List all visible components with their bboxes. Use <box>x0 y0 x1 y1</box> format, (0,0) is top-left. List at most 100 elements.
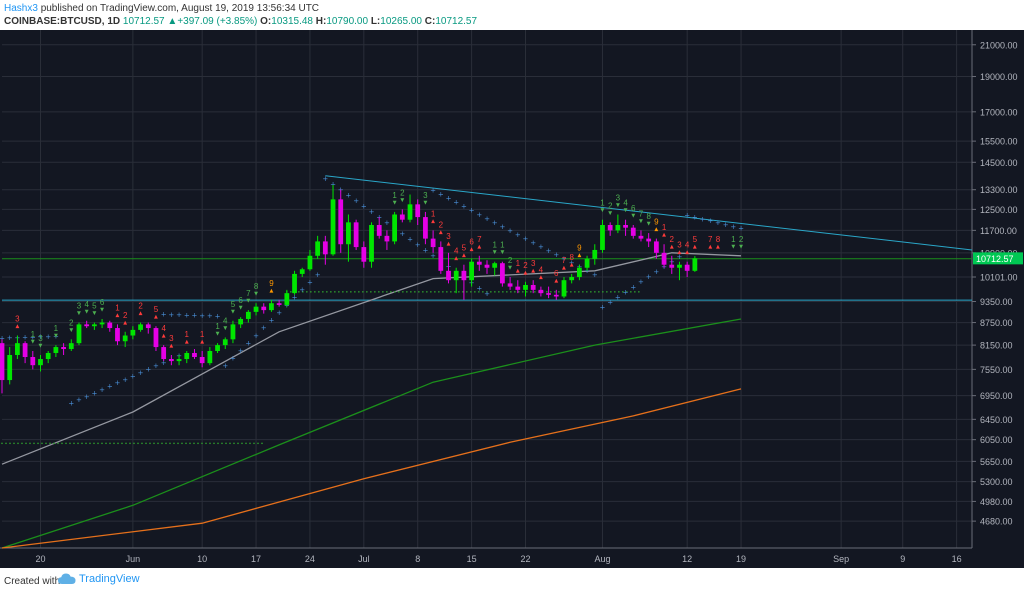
candle-body[interactable] <box>222 339 228 346</box>
candle-body[interactable] <box>353 222 359 248</box>
candle-body[interactable] <box>15 343 20 355</box>
candle-body[interactable] <box>361 247 367 262</box>
candle-body[interactable] <box>53 347 59 353</box>
candle-body[interactable] <box>492 263 498 268</box>
candle-body[interactable] <box>168 359 174 362</box>
candle-body[interactable] <box>600 224 605 250</box>
candle-body[interactable] <box>161 347 167 360</box>
candle-body[interactable] <box>238 318 244 325</box>
candle-body[interactable] <box>176 359 182 362</box>
candle-body[interactable] <box>7 354 13 381</box>
candle-body[interactable] <box>369 224 374 262</box>
candle-body[interactable] <box>538 289 544 294</box>
candle-body[interactable] <box>576 267 582 278</box>
candle-body[interactable] <box>30 357 36 366</box>
candle-body[interactable] <box>122 335 128 342</box>
candle-body[interactable] <box>130 329 136 336</box>
candle-body[interactable] <box>461 270 467 281</box>
tradingview-logo[interactable]: TradingView <box>58 573 140 585</box>
candle-body[interactable] <box>292 273 297 294</box>
candle-body[interactable] <box>430 238 436 248</box>
candle-body[interactable] <box>91 324 97 327</box>
candle-body[interactable] <box>469 261 474 281</box>
candle-body[interactable] <box>207 351 213 364</box>
candle-body[interactable] <box>561 280 567 297</box>
candle-body[interactable] <box>307 255 313 270</box>
candle-body[interactable] <box>315 241 321 256</box>
candle-body[interactable] <box>653 241 659 253</box>
dotted-level-point <box>197 442 199 445</box>
candle-body[interactable] <box>399 214 405 220</box>
candle-body[interactable] <box>615 224 621 231</box>
candle-body[interactable] <box>322 241 328 255</box>
candle-body[interactable] <box>276 303 282 305</box>
candle-body[interactable] <box>384 235 390 242</box>
candle-body[interactable] <box>338 199 344 245</box>
candle-body[interactable] <box>553 294 559 297</box>
candle-body[interactable] <box>607 224 613 231</box>
candle-body[interactable] <box>530 284 536 290</box>
candle-body[interactable] <box>215 345 220 352</box>
candle-body[interactable] <box>623 224 628 228</box>
candle-body[interactable] <box>453 270 459 281</box>
candle-body[interactable] <box>669 264 675 268</box>
candle-body[interactable] <box>153 328 159 348</box>
candle-body[interactable] <box>546 293 551 295</box>
candle-body[interactable] <box>84 324 90 327</box>
candle-body[interactable] <box>115 328 120 342</box>
candle-body[interactable] <box>584 258 590 268</box>
psar-dot: + <box>592 271 598 279</box>
candle-body[interactable] <box>684 264 690 271</box>
candle-body[interactable] <box>68 343 74 350</box>
candle-body[interactable] <box>407 204 413 220</box>
candle-body[interactable] <box>677 264 682 268</box>
candle-body[interactable] <box>230 324 236 340</box>
candle-body[interactable] <box>45 352 51 360</box>
candle-body[interactable] <box>392 214 398 242</box>
candle-body[interactable] <box>330 199 336 255</box>
candle-body[interactable] <box>138 324 143 330</box>
candle-body[interactable] <box>484 264 490 268</box>
candle-body[interactable] <box>592 249 598 259</box>
candle-body[interactable] <box>438 247 444 271</box>
trend-line[interactable] <box>325 175 973 251</box>
candle-body[interactable] <box>630 227 636 236</box>
candle-body[interactable] <box>269 303 274 311</box>
candle-body[interactable] <box>523 284 528 290</box>
candle-body[interactable] <box>423 217 428 239</box>
candle-body[interactable] <box>500 263 505 284</box>
candle-body[interactable] <box>692 258 698 271</box>
candle-body[interactable] <box>299 269 305 274</box>
candle-body[interactable] <box>638 235 644 239</box>
candle-body[interactable] <box>253 306 259 312</box>
candle-body[interactable] <box>0 343 5 381</box>
candle-body[interactable] <box>145 324 151 329</box>
candle-body[interactable] <box>61 347 66 350</box>
candle-body[interactable] <box>76 324 82 344</box>
candle-body[interactable] <box>99 322 105 325</box>
candle-body[interactable] <box>184 352 190 360</box>
dotted-level-point <box>522 291 524 293</box>
candle-body[interactable] <box>346 222 351 245</box>
candle-body[interactable] <box>261 306 267 311</box>
candle-body[interactable] <box>107 322 113 329</box>
chart-area[interactable]: 21000.00 19000.00 17000.00 15500.00 14500.00… <box>0 30 1024 568</box>
candle-body[interactable] <box>199 357 205 364</box>
candle-body[interactable] <box>245 311 251 319</box>
candle-body[interactable] <box>507 283 513 287</box>
candle-body[interactable] <box>661 252 667 265</box>
candle-body[interactable] <box>515 286 521 290</box>
candle-body[interactable] <box>284 293 290 305</box>
candle-body[interactable] <box>646 238 652 242</box>
candle-body[interactable] <box>569 277 575 281</box>
candle-body[interactable] <box>376 224 382 236</box>
candle-body[interactable] <box>22 343 28 358</box>
candle-body[interactable] <box>476 261 482 265</box>
price-chart[interactable]: 21000.00 19000.00 17000.00 15500.00 14500.00… <box>0 30 1024 568</box>
candle-body[interactable] <box>192 352 197 358</box>
candle-body[interactable] <box>38 359 43 366</box>
plot-area[interactable] <box>0 30 972 548</box>
candle-body[interactable] <box>415 204 421 218</box>
author-link[interactable]: Hashx3 <box>4 3 38 14</box>
candle-body[interactable] <box>446 270 451 281</box>
